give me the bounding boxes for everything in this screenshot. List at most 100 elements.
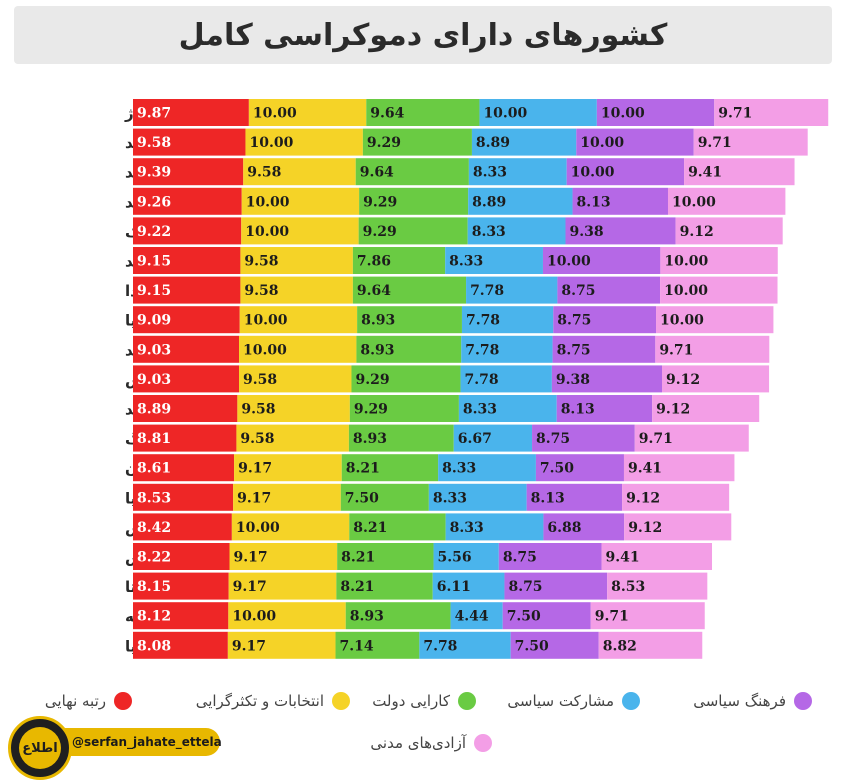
- legend-item-political-participation: مشارکت سیاسی: [507, 692, 640, 710]
- legend-label-government-function: کارایی دولت: [372, 692, 450, 710]
- data-label-liberties: 9.41: [628, 461, 662, 477]
- bar-segment-government: [341, 454, 439, 482]
- data-label-culture: 8.13: [577, 194, 611, 210]
- bar-segment-overall: [133, 128, 246, 156]
- data-label-government: 8.93: [361, 313, 395, 329]
- bar-segment-government: [355, 158, 469, 186]
- bar-segment-government: [357, 306, 462, 334]
- data-label-participation: 6.11: [437, 579, 471, 595]
- bar-segment-liberties: [623, 454, 735, 482]
- legend-label-civil-liberties: آزادی‌های مدنی: [370, 734, 466, 752]
- data-label-electoral: 9.17: [237, 490, 271, 506]
- bar-segment-electoral: [233, 483, 341, 511]
- legend-dot-civil-liberties: [474, 734, 492, 752]
- data-label-participation: 7.78: [470, 283, 504, 299]
- data-label-participation: 5.56: [438, 550, 472, 566]
- data-label-liberties: 9.41: [688, 165, 722, 181]
- bar-segment-culture: [566, 158, 685, 186]
- bar-segment-electoral: [239, 365, 352, 393]
- bar-segment-overall: [133, 483, 234, 511]
- bar-segment-liberties: [667, 187, 786, 215]
- bar-segment-participation: [428, 483, 527, 511]
- legend-label-political-participation: مشارکت سیاسی: [507, 692, 614, 710]
- bar-segment-liberties: [684, 158, 795, 186]
- data-label-government: 8.93: [353, 431, 387, 447]
- data-label-overall: 9.15: [137, 283, 171, 299]
- bar-segment-culture: [542, 247, 661, 274]
- bar-segment-participation: [460, 365, 552, 393]
- data-label-overall: 8.81: [137, 431, 171, 447]
- bar-segment-liberties: [634, 424, 749, 452]
- legend-dot-government-function: [458, 692, 476, 710]
- bar-segment-electoral: [237, 395, 350, 422]
- bar-segment-government: [359, 187, 469, 215]
- data-label-government: 9.64: [370, 106, 404, 122]
- bar-segment-participation: [419, 631, 511, 659]
- bar-segment-electoral: [240, 276, 353, 304]
- data-label-government: 7.86: [357, 254, 391, 270]
- legend-dot-electoral-pluralism: [332, 692, 350, 710]
- data-label-participation: 8.33: [463, 402, 497, 418]
- data-label-participation: 8.33: [442, 461, 476, 477]
- bar-segment-electoral: [241, 217, 359, 245]
- data-label-liberties: 10.00: [660, 313, 704, 329]
- bar-segment-participation: [479, 99, 597, 126]
- data-label-overall: 8.42: [137, 520, 171, 536]
- data-label-electoral: 10.00: [243, 342, 287, 358]
- bar-segment-government: [358, 217, 468, 245]
- bar-segment-culture: [556, 395, 653, 422]
- bar-segment-culture: [502, 602, 591, 630]
- data-label-government: 9.64: [357, 283, 391, 299]
- data-label-culture: 10.00: [571, 165, 615, 181]
- bar-segment-electoral: [228, 572, 337, 600]
- data-label-overall: 8.22: [137, 550, 171, 566]
- stacked-bar-chart: نروژ9.8710.009.6410.0010.009.71اسلند9.58…: [124, 99, 829, 659]
- bar-segment-participation: [453, 424, 533, 452]
- bar-segment-overall: [133, 631, 228, 659]
- data-label-overall: 9.39: [137, 165, 171, 181]
- bar-segment-government: [362, 128, 472, 156]
- data-label-government: 9.29: [354, 402, 388, 418]
- bar-segment-government: [340, 483, 429, 511]
- bar-segment-electoral: [248, 99, 367, 126]
- legend-dot-political-culture: [794, 692, 812, 710]
- data-label-electoral: 10.00: [236, 520, 280, 536]
- data-label-electoral: 10.00: [232, 609, 276, 625]
- data-label-participation: 4.44: [455, 609, 489, 625]
- data-label-electoral: 10.00: [246, 194, 290, 210]
- data-label-culture: 8.13: [531, 490, 565, 506]
- data-label-liberties: 9.12: [666, 372, 700, 388]
- data-label-culture: 8.75: [503, 550, 537, 566]
- data-label-government: 8.21: [353, 520, 387, 536]
- bar-segment-culture: [532, 424, 635, 452]
- data-label-government: 8.93: [360, 342, 394, 358]
- data-label-electoral: 9.17: [238, 461, 272, 477]
- bar-segment-culture: [498, 543, 602, 570]
- bar-segment-electoral: [239, 335, 357, 363]
- data-label-participation: 8.33: [433, 490, 467, 506]
- data-label-electoral: 10.00: [249, 135, 293, 151]
- legend-label-overall-score: رتبه نهایی: [44, 692, 106, 710]
- bar-segment-liberties: [607, 572, 708, 600]
- data-label-culture: 8.75: [536, 431, 570, 447]
- data-label-liberties: 9.71: [659, 342, 693, 358]
- data-label-participation: 8.89: [476, 135, 510, 151]
- bar-segment-overall: [133, 217, 242, 245]
- watermark-logo: اطلاع: [8, 716, 72, 780]
- bar-segment-culture: [526, 483, 623, 511]
- legend-item-civil-liberties: آزادی‌های مدنی: [370, 734, 492, 752]
- data-label-government: 9.29: [367, 135, 401, 151]
- bar-segment-government: [352, 276, 467, 304]
- data-label-liberties: 9.12: [628, 520, 662, 536]
- data-label-participation: 8.33: [450, 520, 484, 536]
- bar-segment-government: [366, 99, 480, 126]
- data-label-overall: 9.03: [137, 372, 171, 388]
- data-label-liberties: 9.71: [698, 135, 732, 151]
- data-label-government: 9.29: [363, 224, 397, 240]
- data-label-liberties: 9.71: [595, 609, 629, 625]
- data-label-liberties: 9.12: [680, 224, 714, 240]
- data-label-culture: 10.00: [601, 106, 645, 122]
- data-label-electoral: 9.58: [247, 165, 281, 181]
- bar-segment-government: [352, 247, 446, 274]
- data-label-participation: 7.78: [423, 638, 457, 654]
